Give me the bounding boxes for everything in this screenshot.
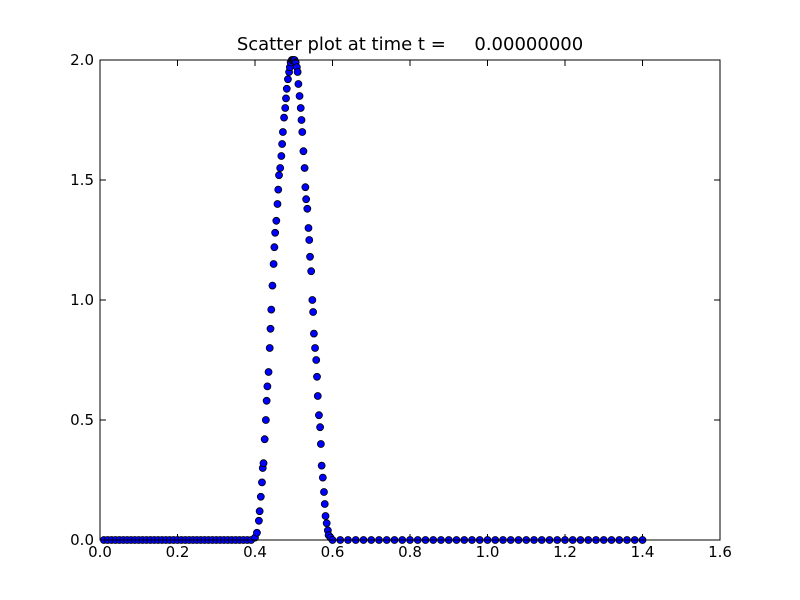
scatter-point [256,492,265,501]
scatter-point [294,80,303,88]
scatter-point [302,195,311,204]
scatter-point [296,104,305,112]
scatter-point [265,344,274,352]
scatter-point [282,84,291,93]
scatter-point [300,164,309,172]
y-tick-label: 0.0 [70,531,94,549]
scatter-point [254,516,263,525]
scatter-point [293,68,302,76]
scatter-point [303,204,312,213]
scatter-point [266,324,275,333]
scatter-point [320,500,329,508]
scatter-point [258,478,266,487]
scatter-point [277,152,286,160]
scatter-point [309,329,318,338]
scatter-point [260,435,269,444]
scatter-point [320,488,328,496]
x-tick-label: 0.0 [88,543,112,561]
y-tick-label: 1.0 [70,291,94,309]
scatter-point [274,185,283,194]
scatter-point [305,236,314,244]
scatter-point [308,296,317,304]
scatter-point [321,512,330,520]
scatter-point [262,396,271,405]
scatter-point [322,519,331,528]
scatter-point [259,459,268,468]
scatter-point [261,416,270,424]
scatter-point [315,411,323,420]
scatter-point [313,392,322,400]
data-points [99,56,647,544]
scatter-point [278,140,287,148]
y-tick-label: 2.0 [70,51,94,69]
scatter-point [309,308,318,316]
scatter-point [307,267,316,276]
scatter-point [312,356,321,364]
x-tick-label: 1.4 [631,543,655,561]
scatter-point [269,260,278,268]
scatter-point [313,372,321,381]
scatter-point [268,281,277,290]
scatter-point [280,113,288,122]
scatter-point [282,94,290,103]
scatter-point [272,216,281,225]
y-tick-label: 0.5 [70,411,94,429]
scatter-point [299,147,308,156]
plot-area-frame [99,59,721,541]
scatter-point [297,116,306,124]
scatter-point [278,128,287,136]
scatter-point [264,368,273,376]
x-tick-label: 0.6 [321,543,345,561]
scatter-point [255,507,264,516]
scatter-point [284,75,292,84]
chart-title: Scatter plot at time t = 0.00000000 [236,34,584,55]
x-tick-label: 1.0 [476,543,500,561]
scatter-point [295,92,304,100]
scatter-point [267,305,276,314]
scatter-point [253,528,261,537]
scatter-point [263,382,272,391]
scatter-point [306,252,314,261]
scatter-point [275,171,283,180]
scatter-point [316,440,325,448]
scatter-point [276,164,285,172]
scatter-point [281,104,290,112]
y-axis-ticks: 0.0 0.5 1.0 1.5 2.0 [70,51,720,549]
scatter-point [318,473,327,482]
scatter-point [273,200,282,208]
y-tick-label: 1.5 [70,171,94,189]
scatter-point [271,228,280,237]
x-axis-ticks: 0.0 0.2 0.4 0.6 0.8 1.0 1.2 1.4 1.6 [88,60,732,561]
x-tick-label: 0.2 [166,543,190,561]
x-tick-label: 1.6 [708,543,732,561]
x-tick-label: 0.8 [398,543,422,561]
scatter-point [301,183,310,192]
scatter-point [298,128,307,136]
scatter-point [270,243,279,252]
scatter-point [316,423,325,432]
scatter-point [317,461,326,470]
scatter-point [304,224,313,232]
x-tick-label: 1.2 [553,543,577,561]
scatter-point [311,344,319,352]
x-tick-label: 0.4 [243,543,267,561]
